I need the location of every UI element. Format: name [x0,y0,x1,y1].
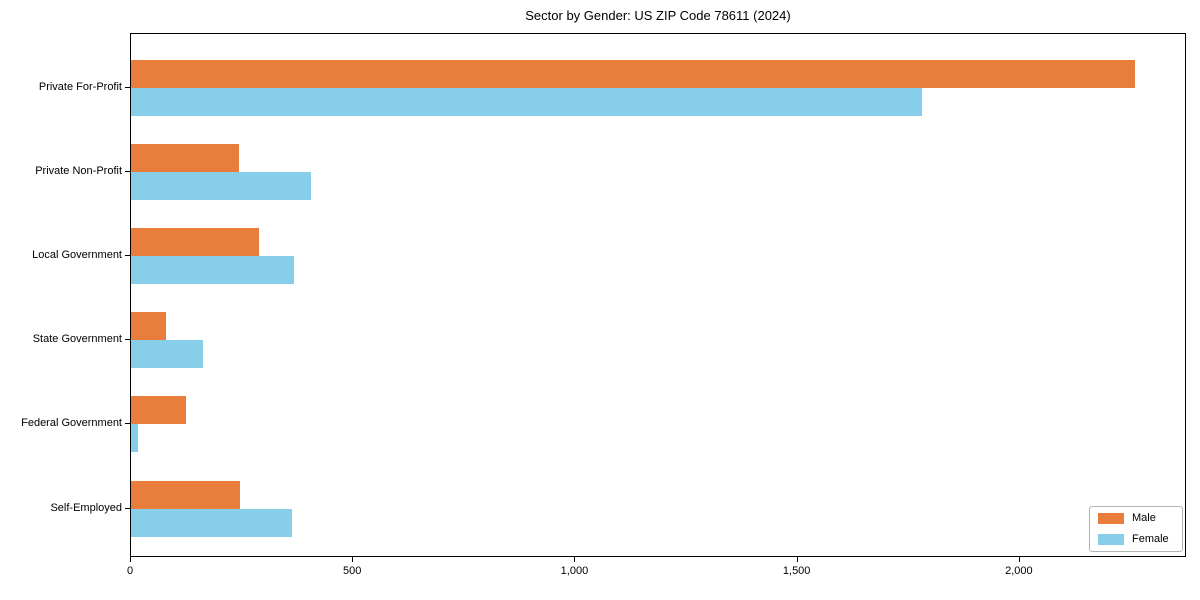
legend-entry-female: Female [1098,534,1174,545]
x-tick-mark [796,557,798,562]
y-axis-label-private-for-profit: Private For-Profit [38,80,122,93]
legend-label-female: Female [1132,533,1169,545]
female-series-swatch [1098,534,1124,545]
male-series-swatch [1098,513,1124,524]
x-axis-label-0: 0 [126,565,134,577]
y-tick-mark [125,423,130,425]
bar-male-private-non-profit [131,143,239,172]
x-tick-mark [130,557,131,562]
plot-area [130,33,1186,557]
legend-label-male: Male [1132,512,1156,524]
x-tick-mark [1018,557,1020,562]
y-axis-label-state-government: State Government [32,333,122,346]
x-axis-label-1-500: 1,500 [782,565,811,577]
chart-title: Sector by Gender: US ZIP Code 78611 (202… [525,8,791,23]
bar-male-federal-government [131,396,187,425]
x-axis-label-2-000: 2,000 [1005,565,1033,577]
y-axis-label-self-employed: Self-Employed [50,501,122,514]
bar-female-private-for-profit [131,87,923,116]
legend: Male Female [1089,506,1183,552]
bar-female-state-government [131,340,203,369]
bar-female-private-non-profit [131,171,311,200]
bar-male-local-government [131,227,259,256]
x-axis-label-1-000: 1,000 [560,565,589,577]
x-tick-mark [574,557,576,562]
y-tick-mark [125,86,130,88]
y-tick-mark [125,254,130,256]
bar-male-private-for-profit [131,59,1136,88]
bar-female-federal-government [131,424,139,453]
y-tick-mark [125,170,130,172]
y-axis-label-federal-government: Federal Government [21,417,122,430]
y-tick-mark [125,507,130,509]
x-tick-mark [352,557,354,562]
bar-female-local-government [131,255,295,284]
bar-female-self-employed [131,508,293,537]
x-axis-label-500: 500 [343,565,362,577]
y-axis-label-private-non-profit: Private Non-Profit [35,164,122,177]
bar-male-state-government [131,312,167,341]
bar-male-self-employed [131,480,240,509]
y-tick-mark [125,339,130,341]
y-axis-label-local-government: Local Government [32,248,122,261]
legend-entry-male: Male [1098,513,1174,524]
